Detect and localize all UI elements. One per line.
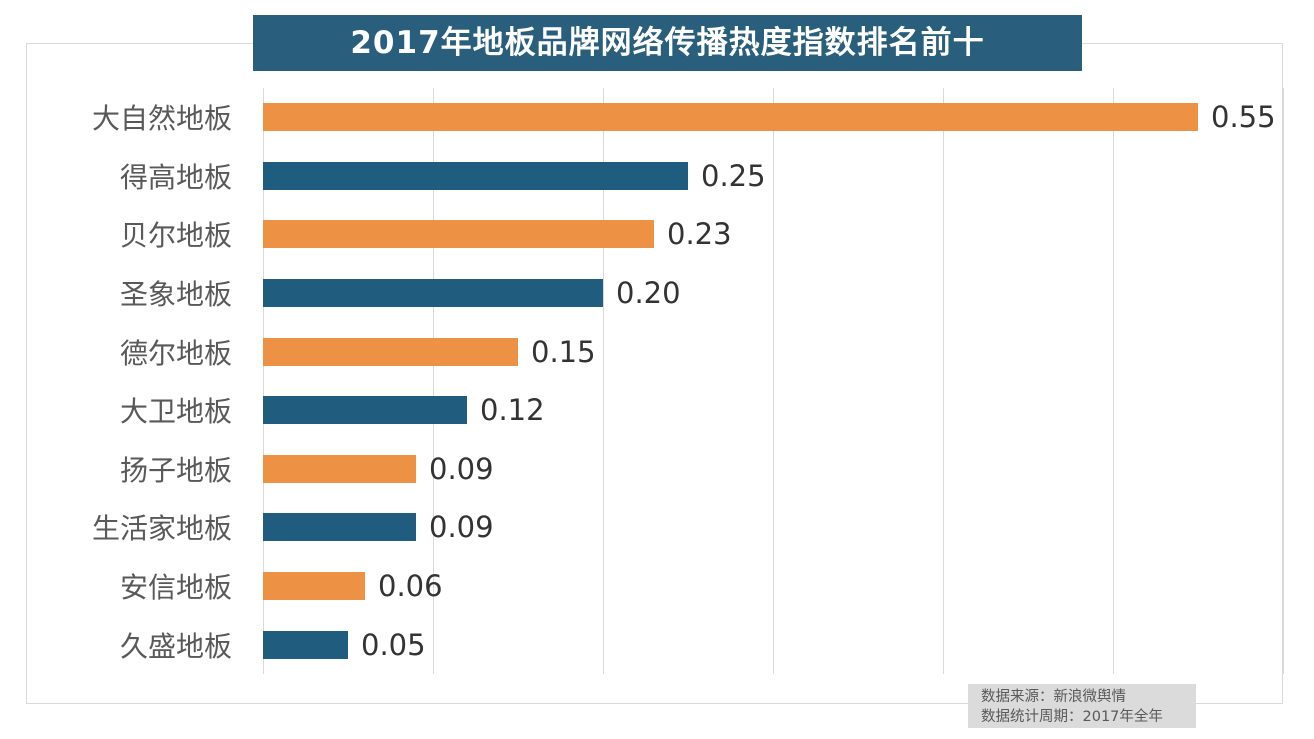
bar (263, 220, 654, 249)
bar-row: 久盛地板 0.05 (0, 615, 1314, 674)
bar (263, 103, 1198, 132)
plot-area (263, 88, 1284, 674)
chart-title: 2017年地板品牌网络传播热度指数排名前十 (253, 15, 1082, 71)
bar-row: 得高地板 0.25 (0, 147, 1314, 206)
bar (263, 161, 688, 190)
category-label: 大自然地板 (91, 102, 232, 136)
category-label: 大卫地板 (119, 395, 232, 429)
data-source-line: 数据来源：新浪微舆情 (981, 689, 1126, 705)
bar (263, 572, 365, 601)
gridline (603, 88, 604, 674)
bar (263, 454, 416, 483)
bar-row: 扬子地板 0.09 (0, 440, 1314, 499)
value-label: 0.15 (531, 334, 596, 369)
category-label: 扬子地板 (119, 453, 232, 487)
bar (263, 630, 348, 659)
gridline (773, 88, 774, 674)
gridline (1113, 88, 1114, 674)
value-label: 0.09 (429, 510, 494, 545)
bar-row: 贝尔地板 0.23 (0, 205, 1314, 264)
bar-row: 大卫地板 0.12 (0, 381, 1314, 440)
value-label: 0.09 (429, 451, 494, 486)
value-label: 0.06 (378, 569, 443, 604)
bar-row: 安信地板 0.06 (0, 557, 1314, 616)
bar (263, 337, 518, 366)
value-label: 0.12 (480, 393, 545, 428)
bar-row: 圣象地板 0.20 (0, 264, 1314, 323)
category-label: 圣象地板 (119, 278, 232, 312)
value-label: 0.55 (1211, 100, 1276, 135)
bar-row: 大自然地板 0.55 (0, 88, 1314, 147)
bar-row: 生活家地板 0.09 (0, 498, 1314, 557)
bar (263, 396, 467, 425)
category-label: 久盛地板 (119, 629, 232, 663)
value-label: 0.23 (667, 217, 732, 252)
category-label: 德尔地板 (119, 336, 232, 370)
bar (263, 513, 416, 542)
gridline (263, 88, 264, 674)
gridline (1283, 88, 1284, 674)
category-label: 生活家地板 (91, 512, 232, 546)
bar (263, 279, 603, 308)
value-label: 0.05 (361, 627, 426, 662)
category-label: 贝尔地板 (119, 219, 232, 253)
gridline (433, 88, 434, 674)
bar-row: 德尔地板 0.15 (0, 322, 1314, 381)
category-label: 安信地板 (119, 571, 232, 605)
category-label: 得高地板 (119, 160, 232, 194)
value-label: 0.25 (701, 158, 766, 193)
data-source-note: 数据来源：新浪微舆情 数据统计周期：2017年全年 (968, 684, 1196, 728)
value-label: 0.20 (616, 276, 681, 311)
data-period-line: 数据统计周期：2017年全年 (981, 709, 1163, 725)
gridline (943, 88, 944, 674)
